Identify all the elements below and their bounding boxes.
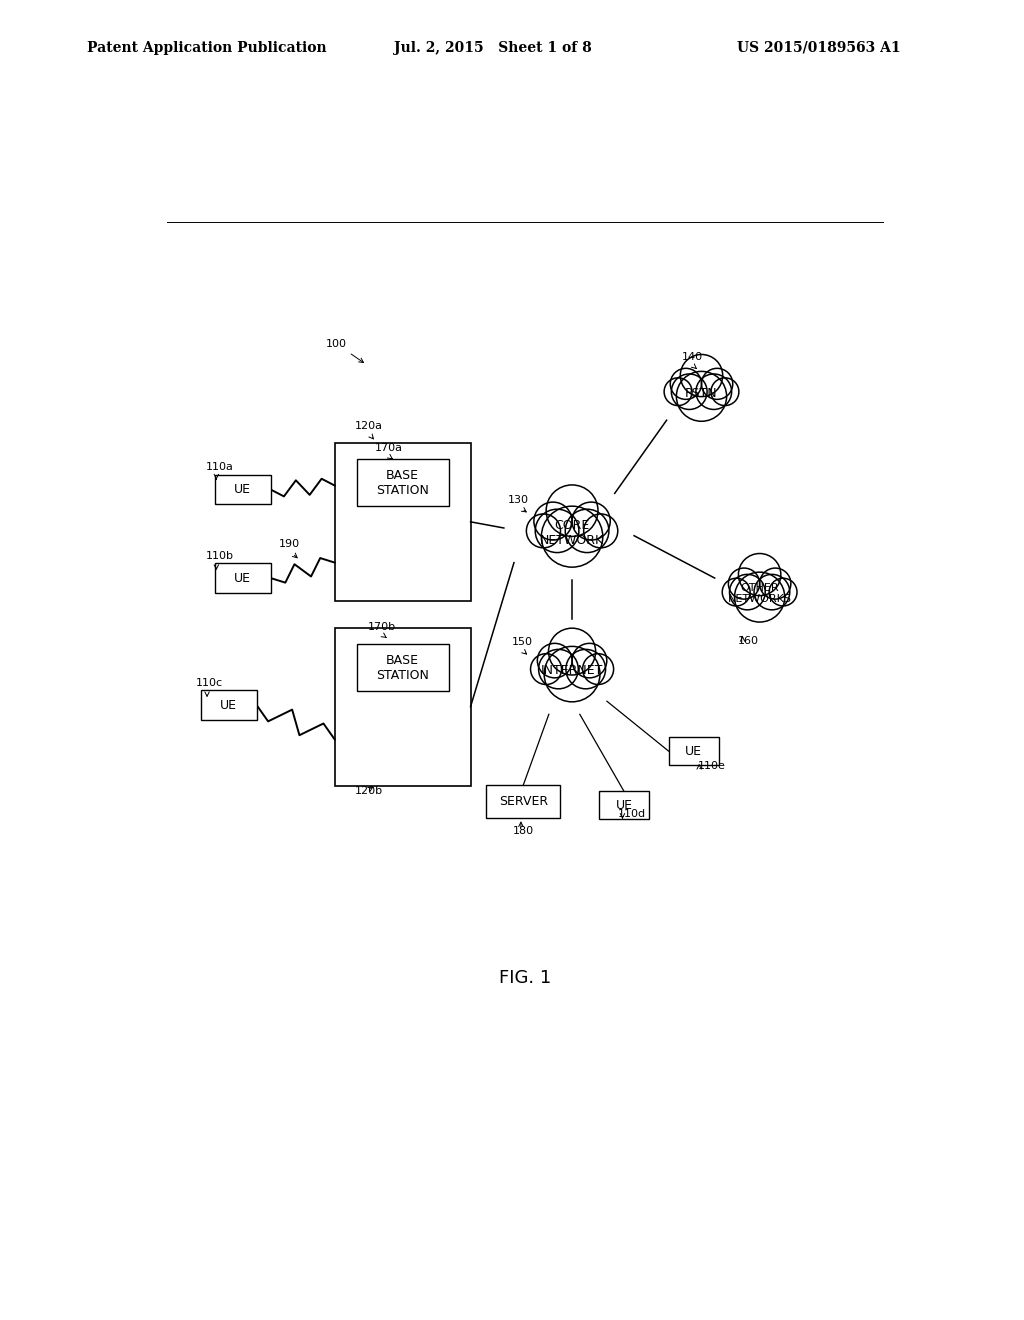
Text: 170b: 170b [369,622,396,632]
Text: 110c: 110c [197,678,223,688]
Circle shape [728,568,760,599]
Circle shape [738,553,781,595]
Text: 110d: 110d [617,809,646,818]
Text: Jul. 2, 2015   Sheet 1 of 8: Jul. 2, 2015 Sheet 1 of 8 [394,41,592,54]
Circle shape [526,513,560,548]
Text: INTERNET: INTERNET [541,664,603,677]
Circle shape [539,649,579,689]
Text: OTHER
NETWORKS: OTHER NETWORKS [728,583,792,605]
Circle shape [769,578,797,606]
Circle shape [734,572,784,622]
Circle shape [566,649,605,689]
Circle shape [760,568,791,599]
FancyBboxPatch shape [215,475,270,504]
Circle shape [534,502,572,540]
Circle shape [729,574,765,610]
Text: UE: UE [220,698,238,711]
Circle shape [696,374,731,409]
Circle shape [542,506,603,568]
Text: Patent Application Publication: Patent Application Publication [87,41,327,54]
FancyBboxPatch shape [201,690,257,719]
Text: 140: 140 [682,352,703,362]
Circle shape [583,653,613,685]
FancyBboxPatch shape [486,785,560,817]
Circle shape [711,378,739,405]
FancyBboxPatch shape [335,628,471,785]
Circle shape [671,368,701,400]
Text: 160: 160 [738,635,759,645]
Text: 120b: 120b [355,785,383,796]
Text: 110b: 110b [206,550,233,561]
Circle shape [701,368,733,400]
Circle shape [546,484,598,536]
FancyBboxPatch shape [599,792,649,818]
Circle shape [549,628,596,675]
Text: 170a: 170a [375,444,402,453]
Text: 110a: 110a [206,462,233,473]
Circle shape [680,355,723,396]
Circle shape [754,574,790,610]
Text: 180: 180 [512,826,534,837]
Text: FIG. 1: FIG. 1 [499,969,551,987]
Circle shape [665,378,692,405]
FancyBboxPatch shape [335,444,471,601]
Circle shape [530,653,561,685]
FancyBboxPatch shape [356,644,449,692]
Circle shape [572,643,607,678]
Text: UE: UE [234,572,251,585]
Text: 120a: 120a [355,421,383,432]
Text: 100: 100 [326,339,347,348]
Text: SERVER: SERVER [499,795,548,808]
Text: 190: 190 [280,540,300,549]
Text: 130: 130 [508,495,528,506]
Circle shape [672,374,708,409]
Circle shape [565,510,609,553]
Text: UE: UE [685,744,702,758]
FancyBboxPatch shape [669,738,719,766]
Circle shape [536,510,579,553]
FancyBboxPatch shape [356,459,449,507]
Circle shape [538,643,572,678]
Text: UE: UE [234,483,251,496]
Circle shape [584,513,617,548]
Circle shape [544,647,600,702]
Text: UE: UE [615,799,633,812]
Text: 110e: 110e [697,762,725,771]
Text: CORE
NETWORK: CORE NETWORK [540,519,604,546]
Text: PSTN: PSTN [685,387,718,400]
Text: 150: 150 [512,638,532,647]
Circle shape [572,502,610,540]
Circle shape [722,578,751,606]
Text: BASE
STATION: BASE STATION [376,469,429,496]
FancyBboxPatch shape [215,564,270,593]
Text: US 2015/0189563 A1: US 2015/0189563 A1 [737,41,901,54]
Circle shape [677,371,727,421]
Text: BASE
STATION: BASE STATION [376,653,429,681]
